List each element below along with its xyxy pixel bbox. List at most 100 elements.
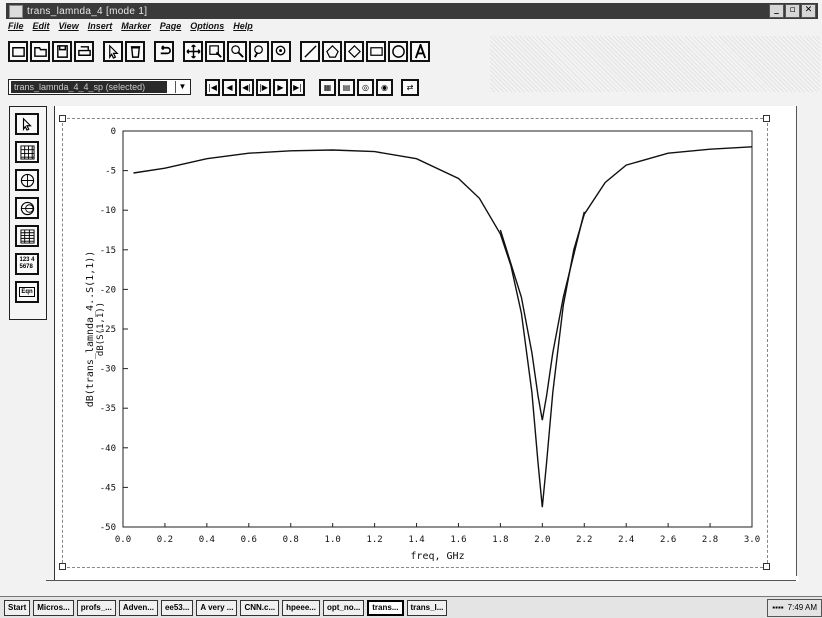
- list-button[interactable]: 123 4 5678: [15, 253, 39, 275]
- taskbar-item-active[interactable]: trans...: [367, 599, 404, 616]
- swap-button[interactable]: ⇄: [401, 78, 419, 96]
- equation-icon: Eqn: [19, 287, 35, 297]
- palette-pointer-button[interactable]: [15, 113, 39, 135]
- table-view-button[interactable]: ▤: [338, 78, 355, 96]
- step-fwd-icon: |▶: [259, 82, 268, 92]
- rectangle-button[interactable]: [366, 40, 386, 62]
- zoom-button[interactable]: [271, 40, 291, 62]
- save-button[interactable]: [52, 40, 72, 62]
- step-back-button[interactable]: ◀|: [239, 78, 254, 96]
- taskbar-item[interactable]: trans_l...: [406, 599, 448, 616]
- pointer-icon: [108, 43, 119, 59]
- undo-button[interactable]: [154, 40, 174, 62]
- menu-bar: File Edit View Insert Marker Page Option…: [8, 21, 253, 35]
- grid-icon: ▦: [323, 82, 332, 92]
- taskbar-item[interactable]: opt_no...: [322, 599, 365, 616]
- delete-button[interactable]: [125, 40, 145, 62]
- polygon-button[interactable]: [344, 40, 364, 62]
- plot-frame[interactable]: [62, 118, 768, 568]
- line-icon: [303, 44, 317, 58]
- smith-view-button[interactable]: ◎: [357, 78, 374, 96]
- last-button[interactable]: ▶|: [290, 78, 305, 96]
- menu-marker[interactable]: Marker: [121, 21, 151, 31]
- taskbar-item[interactable]: Micros...: [33, 599, 74, 616]
- list-icon: 123 4 5678: [19, 257, 35, 270]
- taskbar-item[interactable]: A very ...: [196, 599, 238, 616]
- resize-handle[interactable]: [59, 115, 66, 122]
- menu-insert[interactable]: Insert: [87, 21, 113, 31]
- taskbar-item[interactable]: ee53...: [160, 599, 194, 616]
- delete-icon: [130, 45, 140, 58]
- zoom-box-button[interactable]: [205, 40, 225, 62]
- pan-button[interactable]: [183, 40, 203, 62]
- menu-file[interactable]: File: [8, 21, 24, 31]
- taskbar-item[interactable]: profs_...: [76, 599, 116, 616]
- prev-icon: ◀: [226, 82, 233, 92]
- prev-button[interactable]: ◀: [222, 78, 237, 96]
- polyline-button[interactable]: [322, 40, 342, 62]
- zoom-out-button[interactable]: [249, 40, 269, 62]
- next-button[interactable]: ▶: [273, 78, 288, 96]
- polar-plot-button[interactable]: [15, 169, 39, 191]
- table-icon: ▤: [342, 82, 351, 92]
- title-bar: trans_lamnda_4 [mode 1] _ ▫ ✕: [6, 3, 818, 19]
- menu-page[interactable]: Page: [159, 21, 182, 31]
- taskbar: Start Micros... profs_... Adven... ee53.…: [0, 596, 822, 618]
- save-icon: [56, 44, 68, 58]
- rectangular-plot-button[interactable]: [15, 141, 39, 163]
- text-button[interactable]: [410, 40, 430, 62]
- dataset-toolbar: trans_lamnda_4_4_sp (selected) ▼ |◀ ◀ ◀|…: [8, 76, 419, 98]
- text-icon: [414, 43, 426, 58]
- menu-edit[interactable]: Edit: [32, 21, 50, 31]
- new-page-button[interactable]: [8, 40, 28, 62]
- stack-icon: [19, 228, 35, 244]
- undo-icon: [160, 44, 171, 54]
- polar-icon: [20, 173, 34, 187]
- resize-handle[interactable]: [763, 563, 770, 570]
- scan-noise: [490, 36, 820, 92]
- smith-chart-icon: [20, 201, 34, 215]
- zoom-box-icon: [208, 44, 222, 58]
- resize-handle[interactable]: [763, 115, 770, 122]
- polygon-icon: [347, 44, 361, 58]
- taskbar-item[interactable]: CNN.c...: [240, 599, 280, 616]
- zoom-in-button[interactable]: [227, 40, 247, 62]
- equation-button[interactable]: Eqn: [15, 281, 39, 303]
- smith-chart-button[interactable]: [15, 197, 39, 219]
- app-icon: [9, 4, 23, 18]
- stacked-plot-button[interactable]: [15, 225, 39, 247]
- open-icon: [33, 46, 47, 57]
- chevron-down-icon[interactable]: ▼: [175, 81, 189, 93]
- print-button[interactable]: [74, 40, 94, 62]
- maximize-button[interactable]: ▫: [785, 4, 800, 18]
- polar-icon: ◉: [381, 82, 388, 92]
- menu-options[interactable]: Options: [190, 21, 225, 31]
- step-fwd-button[interactable]: |▶: [256, 78, 271, 96]
- vertical-scrollbar[interactable]: [796, 106, 813, 576]
- grid-view-button[interactable]: ▦: [319, 78, 336, 96]
- pointer-icon: [22, 117, 32, 131]
- dataset-select[interactable]: trans_lamnda_4_4_sp (selected) ▼: [8, 79, 191, 95]
- zoom-in-icon: [230, 44, 244, 58]
- minimize-button[interactable]: _: [769, 4, 784, 18]
- main-toolbar: [8, 38, 439, 64]
- ellipse-button[interactable]: [388, 40, 408, 62]
- line-button[interactable]: [300, 40, 320, 62]
- select-button[interactable]: [103, 40, 123, 62]
- start-button[interactable]: Start: [4, 599, 31, 616]
- taskbar-item[interactable]: Adven...: [118, 599, 158, 616]
- open-button[interactable]: [30, 40, 50, 62]
- rectangle-icon: [369, 46, 383, 56]
- menu-view[interactable]: View: [58, 21, 79, 31]
- first-button[interactable]: |◀: [205, 78, 220, 96]
- close-button[interactable]: ✕: [801, 4, 816, 18]
- step-back-icon: ◀|: [242, 82, 251, 92]
- menu-help[interactable]: Help: [233, 21, 253, 31]
- first-icon: |◀: [208, 82, 217, 92]
- resize-handle[interactable]: [59, 563, 66, 570]
- taskbar-item[interactable]: hpeee...: [282, 599, 320, 616]
- horizontal-scrollbar[interactable]: [46, 580, 796, 595]
- zoom-out-icon: [253, 44, 263, 58]
- polar-view-button[interactable]: ◉: [376, 78, 393, 96]
